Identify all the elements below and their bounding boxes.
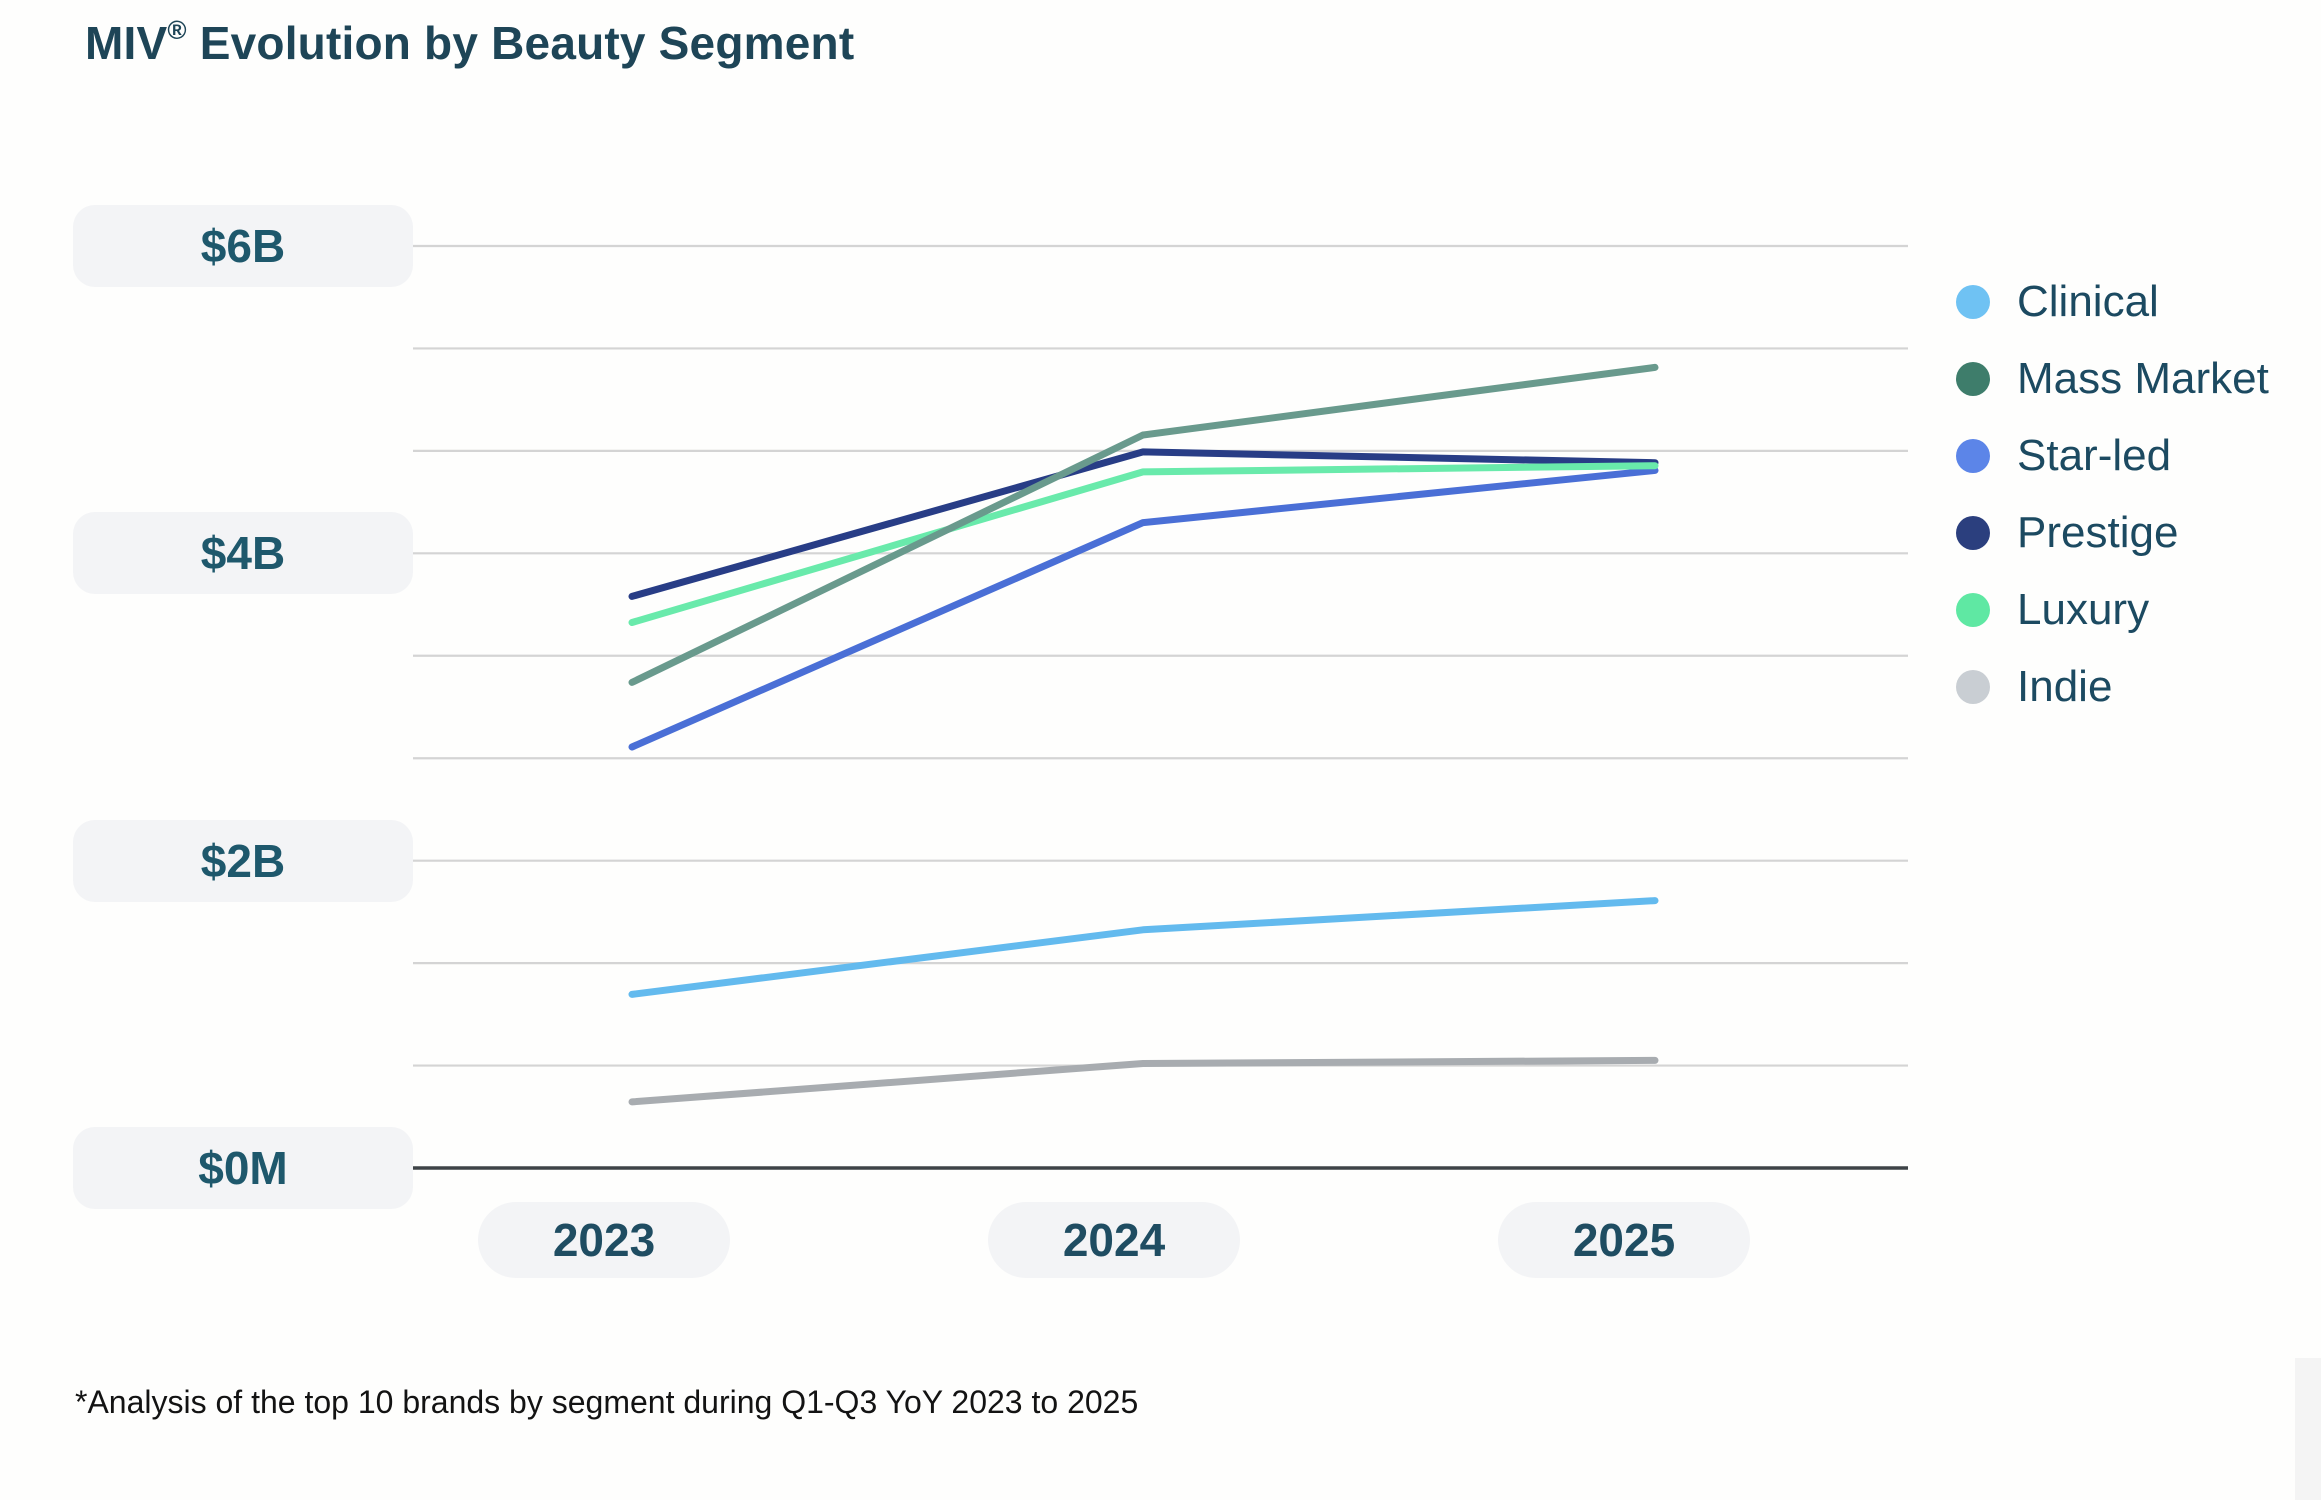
- legend: Clinical Mass Market Star-led Prestige L…: [1956, 277, 2269, 712]
- legend-item-clinical[interactable]: Clinical: [1956, 277, 2269, 327]
- series-line-indie: [628, 1056, 1659, 1106]
- legend-dot-clinical: [1956, 285, 1990, 319]
- y-axis-tick-6b: $6B: [73, 205, 413, 287]
- legend-label: Mass Market: [2017, 354, 2269, 403]
- legend-dot-luxury: [1956, 593, 1990, 627]
- x-axis-tick-label: 2024: [1062, 1214, 1166, 1266]
- legend-item-star-led[interactable]: Star-led: [1956, 431, 2269, 481]
- series-line-mass-market: [628, 363, 1659, 686]
- legend-label: Luxury: [2017, 585, 2150, 634]
- legend-dot-indie: [1956, 670, 1990, 704]
- series-line-clinical: [628, 897, 1659, 998]
- series-line-prestige: [628, 448, 1659, 600]
- chart-title: MIV® Evolution by Beauty Segment: [85, 14, 855, 70]
- y-axis-tick-label: $0M: [198, 1142, 288, 1194]
- series-line-star-led: [628, 466, 1659, 751]
- legend-dot-prestige: [1956, 516, 1990, 550]
- legend-item-luxury[interactable]: Luxury: [1956, 585, 2269, 635]
- legend-label: Star-led: [2017, 431, 2172, 480]
- x-axis-tick-2025: 2025: [1498, 1202, 1750, 1278]
- legend-dot-mass-market: [1956, 362, 1990, 396]
- page-edge-strip: [2295, 1358, 2321, 1500]
- y-axis-tick-4b: $4B: [73, 512, 413, 594]
- x-axis-tick-2024: 2024: [988, 1202, 1240, 1278]
- legend-item-indie[interactable]: Indie: [1956, 662, 2269, 712]
- y-axis-tick-label: $2B: [200, 835, 286, 887]
- legend-dot-star-led: [1956, 439, 1990, 473]
- title-brand: MIV: [85, 17, 168, 69]
- y-axis-tick-label: $6B: [200, 220, 286, 272]
- y-axis-tick-label: $4B: [200, 527, 286, 579]
- title-rest: Evolution by Beauty Segment: [186, 17, 855, 69]
- legend-item-prestige[interactable]: Prestige: [1956, 508, 2269, 558]
- legend-label: Clinical: [2017, 277, 2159, 326]
- y-axis-tick-0m: $0M: [73, 1127, 413, 1209]
- legend-label: Indie: [2017, 662, 2113, 711]
- legend-item-mass-market[interactable]: Mass Market: [1956, 354, 2269, 404]
- legend-label: Prestige: [2017, 508, 2179, 557]
- y-axis-tick-2b: $2B: [73, 820, 413, 902]
- registered-mark: ®: [167, 14, 187, 45]
- x-axis-tick-label: 2023: [552, 1214, 656, 1266]
- x-axis-tick-2023: 2023: [478, 1202, 730, 1278]
- series-line-luxury: [628, 462, 1659, 626]
- x-axis-tick-label: 2025: [1572, 1214, 1676, 1266]
- footnote: *Analysis of the top 10 brands by segmen…: [75, 1384, 1139, 1420]
